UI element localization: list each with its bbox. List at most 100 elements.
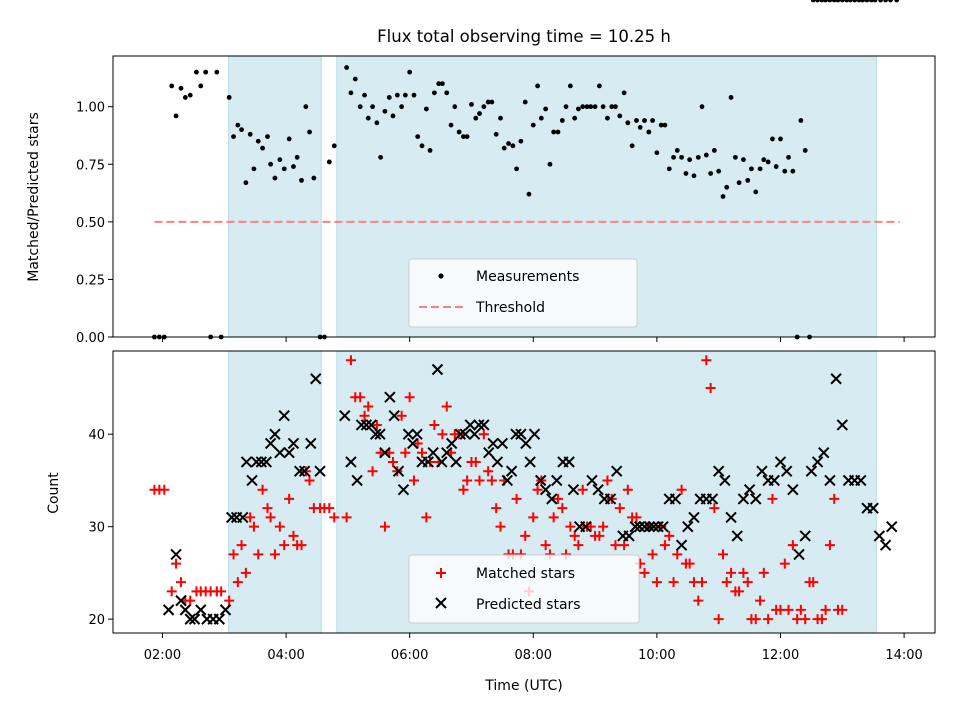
matched-star-point [304,475,315,486]
predicted-star-point [867,502,879,514]
predicted-star-point [360,419,373,431]
predicted-star-point [246,474,258,487]
predicted-star-point [431,363,444,376]
predicted-star-point [369,428,382,440]
measurement-point [847,0,853,3]
matched-star-point [236,540,247,551]
predicted-star-point [725,511,737,524]
matched-star-point [795,604,806,615]
predicted-star-point [237,511,249,524]
predicted-star-point [355,419,368,431]
predicted-star-point [274,446,286,459]
measurement-point [563,104,569,110]
measurement-point [823,0,829,3]
predicted-star-point [629,520,641,533]
measurement-point [303,104,309,110]
matched-star-point [779,558,790,569]
measurement-point [461,134,466,140]
measurement-point [588,104,594,110]
matched-star-point [425,456,436,467]
legend-matched-label: Matched stars [476,566,575,582]
predicted-star-point [427,446,439,459]
measurement-point [691,173,697,179]
matched-star-point [421,512,432,523]
matched-star-point [668,577,679,588]
measurement-point [415,134,421,140]
predicted-star-point [478,419,490,431]
measurement-point [786,154,791,160]
matched-star-point [437,429,448,440]
predicted-star-point [293,465,306,477]
measurement-point [753,189,759,195]
matched-star-point [552,493,563,504]
x-tick-label: 14:00 [885,648,922,663]
top-y-tick-label: 0.50 [76,216,105,231]
predicted-star-point [836,419,849,431]
predicted-star-point [675,539,688,551]
matched-star-point [594,530,605,541]
predicted-star-point [643,520,656,533]
matched-star-point [800,614,811,625]
matched-star-point [610,540,621,551]
measurement-point [493,131,499,137]
predicted-star-point [225,511,238,524]
predicted-star-point [551,474,563,487]
matched-star-point [598,521,609,532]
measurement-point [431,90,437,96]
matched-star-point [417,447,428,458]
measurement-point [613,104,618,110]
measurement-point [452,104,458,110]
measurement-point [798,118,804,123]
matched-star-point [265,512,276,523]
legend-predicted-x-icon [435,597,447,609]
measurement-point [741,157,746,163]
matched-star-point [486,475,497,486]
predicted-star-point [411,428,423,440]
measurement-point [169,83,175,89]
predicted-star-point [314,465,326,477]
top-y-tick-label: 0.25 [76,273,105,288]
measurement-point [650,118,655,123]
measurement-point [374,120,380,126]
predicted-star-point [175,594,187,607]
measurement-point [575,106,581,112]
matched-star-point [767,493,778,504]
predicted-star-point [195,604,207,616]
predicted-star-point [491,456,504,468]
measurement-point [711,148,717,153]
predicted-star-point [283,446,295,459]
measurement-point [407,69,413,75]
x-tick-label: 04:00 [267,648,304,663]
measurement-point [666,166,672,172]
predicted-star-point [310,373,322,385]
matched-star-point [379,521,390,532]
predicted-star-point [818,446,830,459]
matched-star-point [185,595,196,606]
predicted-star-point [799,530,811,542]
top-subplot: 0.00 0.25 0.50 0.75 1.00 Matched/Predicted s… [26,0,936,346]
observing-window [228,350,322,634]
predicted-star-point [345,456,357,468]
predicted-star-point [464,419,476,431]
measurement-point [567,83,573,89]
measurement-point [868,0,874,3]
predicted-star-point [468,428,481,440]
measurement-point [572,115,578,121]
measurement-point [281,166,287,172]
predicted-star-point [567,483,580,496]
predicted-star-point [510,428,522,440]
x-axis-label: Time (UTC) [484,678,562,694]
measurement-point [745,177,751,183]
top-y-axis-label: Matched/Predicted stars [26,112,42,282]
measurement-point [419,143,425,149]
matched-star-point [651,577,662,588]
measurement-point [214,69,220,75]
predicted-star-point [682,520,694,533]
measurement-point [695,154,701,160]
matched-star-point [363,401,374,412]
measurement-point [679,154,685,160]
matched-star-point [232,577,243,588]
predicted-star-point [855,474,867,487]
measurement-point [268,161,274,167]
predicted-star-point [546,493,558,505]
